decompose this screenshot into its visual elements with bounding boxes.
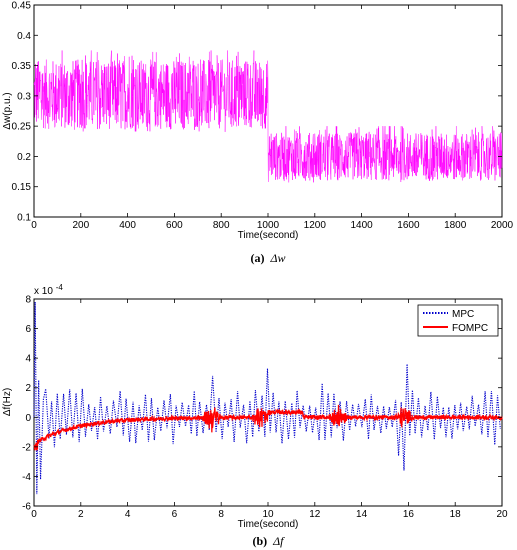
legend-label-mpc: MPC bbox=[452, 309, 474, 320]
chart-a-y-tick-label: 0.1 bbox=[17, 213, 31, 224]
chart-b-y-tick-label: -2 bbox=[22, 442, 31, 453]
chart-a-x-tick-label: 1600 bbox=[397, 220, 420, 231]
chart-b-x-tick-label: 4 bbox=[125, 509, 131, 520]
chart-a-y-tick-label: 0.45 bbox=[12, 1, 32, 12]
chart-delta-w: 0 200 400 600 800 1000 1200 1400 1600 1800 2000 0.… bbox=[2, 1, 514, 266]
chart-a-series-line bbox=[33, 50, 503, 183]
chart-b-series-mpc bbox=[33, 301, 501, 495]
chart-a-x-tick-label: 1000 bbox=[257, 220, 280, 231]
chart-a-y-tick-label: 0.4 bbox=[17, 31, 31, 42]
chart-b-x-tick-label: 14 bbox=[356, 509, 368, 520]
chart-b-caption: (b) Δf bbox=[252, 534, 285, 548]
chart-b-y-tick-label: -6 bbox=[22, 502, 31, 513]
chart-a-y-tick-label: 0.15 bbox=[12, 182, 32, 193]
chart-b-y-tick-label: 0 bbox=[25, 413, 31, 424]
chart-a-y-ticks: 0.1 0.15 0.2 0.25 0.3 0.35 0.4 0.45 bbox=[12, 1, 502, 224]
chart-b-y-tick-label: 6 bbox=[25, 324, 31, 335]
chart-delta-f: 0 2 4 6 8 10 12 14 16 18 20 -6 -4 -2 0 2 4 6 8 x 10 -4 Ti… bbox=[2, 283, 508, 548]
chart-b-legend: MPC FOMPC bbox=[417, 304, 499, 337]
chart-b-x-tick-label: 18 bbox=[450, 509, 462, 520]
chart-a-x-axis-label: Time(second) bbox=[238, 230, 299, 241]
chart-b-x-tick-label: 6 bbox=[172, 509, 178, 520]
chart-b-y-axis-label: Δf(Hz) bbox=[2, 388, 13, 416]
chart-a-x-tick-label: 1400 bbox=[350, 220, 373, 231]
legend-box bbox=[417, 304, 499, 337]
chart-a-caption-symbol: Δw bbox=[269, 251, 285, 265]
chart-b-x-ticks: 0 2 4 6 8 10 12 14 16 18 20 bbox=[31, 299, 508, 520]
chart-b-y-tick-label: 8 bbox=[25, 295, 31, 306]
chart-a-x-tick-label: 1800 bbox=[444, 220, 467, 231]
chart-b-y-tick-label: 2 bbox=[25, 383, 31, 394]
chart-a-y-tick-label: 0.25 bbox=[12, 122, 32, 133]
chart-b-x-tick-label: 20 bbox=[496, 509, 508, 520]
chart-b-x-tick-label: 12 bbox=[309, 509, 321, 520]
chart-b-caption-symbol: Δf bbox=[272, 534, 285, 548]
chart-a-y-tick-label: 0.2 bbox=[17, 152, 31, 163]
chart-a-y-axis-label: Δw(p.u.) bbox=[2, 92, 13, 129]
chart-b-x-axis-label: Time(second) bbox=[238, 519, 299, 530]
chart-a-x-tick-label: 0 bbox=[31, 220, 37, 231]
chart-a-x-tick-label: 2000 bbox=[491, 220, 514, 231]
chart-b-x-tick-label: 10 bbox=[262, 509, 274, 520]
chart-b-x-tick-label: 0 bbox=[31, 509, 37, 520]
chart-a-x-tick-label: 1200 bbox=[304, 220, 327, 231]
chart-a-series-group bbox=[33, 50, 503, 183]
chart-b-x-tick-label: 2 bbox=[78, 509, 84, 520]
chart-a-caption-label: (a) bbox=[250, 251, 264, 265]
chart-a-y-tick-label: 0.35 bbox=[12, 61, 32, 72]
chart-b-multiplier-base: x 10 bbox=[34, 286, 53, 297]
chart-b-caption-label: (b) bbox=[252, 534, 267, 548]
chart-b-multiplier: x 10 -4 bbox=[34, 283, 63, 297]
chart-a-x-tick-label: 800 bbox=[213, 220, 230, 231]
chart-a-x-tick-label: 200 bbox=[72, 220, 89, 231]
chart-b-x-tick-label: 16 bbox=[403, 509, 415, 520]
chart-a-x-ticks: 0 200 400 600 800 1000 1200 1400 1600 1800 2000 bbox=[31, 5, 514, 231]
chart-b-multiplier-exp: -4 bbox=[56, 283, 64, 292]
chart-b-y-ticks: -6 -4 -2 0 2 4 6 8 bbox=[22, 295, 502, 513]
chart-b-y-tick-label: 4 bbox=[25, 354, 31, 365]
chart-a-y-tick-label: 0.3 bbox=[17, 91, 31, 102]
chart-b-x-tick-label: 8 bbox=[218, 509, 224, 520]
chart-a-caption: (a) Δw bbox=[250, 251, 285, 265]
chart-b-series-group bbox=[33, 301, 503, 495]
chart-a-x-tick-label: 600 bbox=[166, 220, 183, 231]
chart-b-y-tick-label: -4 bbox=[22, 472, 31, 483]
chart-a-x-tick-label: 400 bbox=[119, 220, 136, 231]
chart-b-series-fompc bbox=[33, 404, 503, 451]
legend-label-fompc: FOMPC bbox=[452, 323, 488, 334]
